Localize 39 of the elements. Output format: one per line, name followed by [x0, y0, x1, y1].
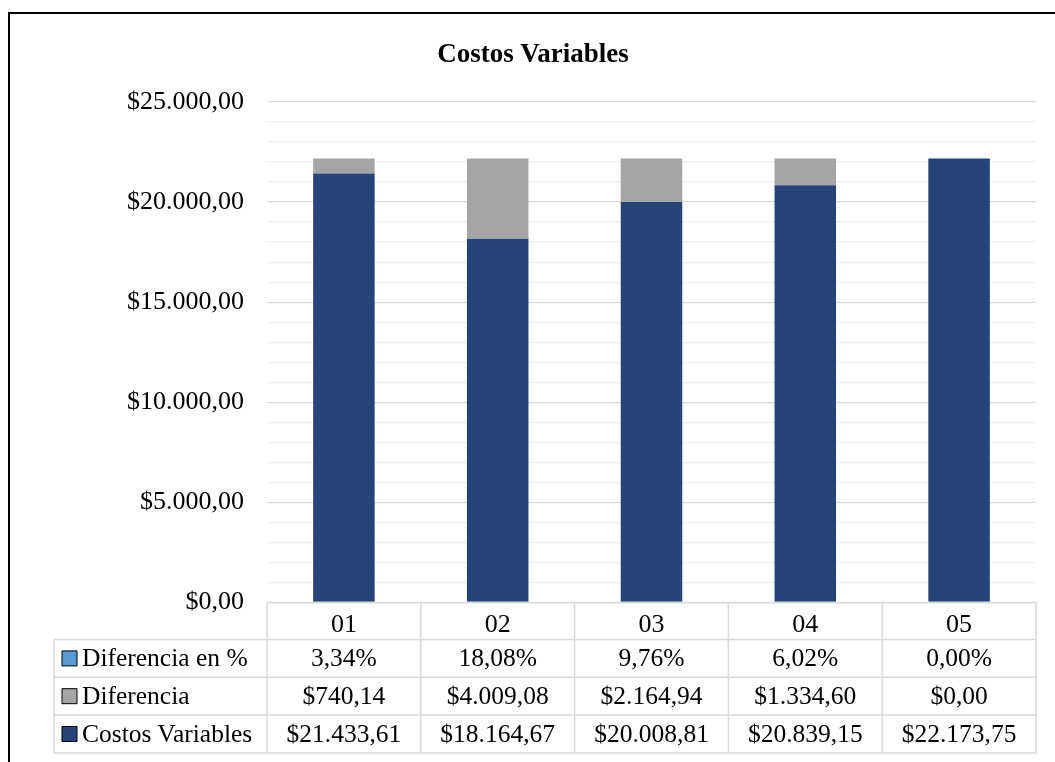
data-label: $18.164,67	[440, 718, 556, 748]
x-tick-label: 01	[330, 608, 357, 638]
bar	[774, 158, 837, 186]
x-tick-label: 05	[946, 608, 973, 638]
data-label: 6,02%	[772, 643, 839, 673]
bar	[466, 238, 529, 602]
data-label: 9,76%	[618, 643, 685, 673]
data-label: $20.008,81	[594, 718, 709, 748]
legend-label: Diferencia	[82, 680, 190, 710]
data-label: $2.164,94	[600, 680, 703, 710]
data-label: 3,34%	[310, 643, 377, 673]
legend-label: Diferencia en %	[82, 643, 248, 673]
bar	[928, 158, 990, 602]
data-label: $20.839,15	[747, 718, 863, 748]
data-label: $740,14	[302, 680, 386, 710]
y-tick-label: $0,00	[185, 586, 244, 616]
bar	[620, 201, 683, 602]
chart-title: Costos Variables	[437, 38, 629, 68]
y-tick-label: $10.000,00	[127, 386, 244, 416]
y-tick-label: $15.000,00	[127, 286, 244, 316]
bar	[620, 158, 683, 202]
data-label: $4.009,08	[446, 680, 549, 710]
data-label: $1.334,60	[754, 680, 857, 710]
y-tick-label: $25.000,00	[127, 85, 244, 115]
data-label: 0,00%	[926, 643, 993, 673]
x-tick-label: 02	[484, 608, 511, 638]
bar	[774, 185, 837, 602]
x-tick-label: 03	[638, 608, 665, 638]
bar	[313, 158, 375, 174]
data-label: $21.433,61	[286, 718, 402, 748]
x-tick-label: 04	[792, 608, 819, 638]
legend-label: Costos Variables	[82, 718, 253, 748]
bar	[466, 158, 529, 239]
data-label: $0,00	[930, 680, 988, 710]
y-tick-label: $5.000,00	[140, 486, 244, 516]
y-tick-label: $20.000,00	[127, 185, 244, 215]
data-label: 18,08%	[458, 643, 538, 673]
bar	[313, 173, 375, 602]
data-label: $22.173,75	[901, 718, 1017, 748]
